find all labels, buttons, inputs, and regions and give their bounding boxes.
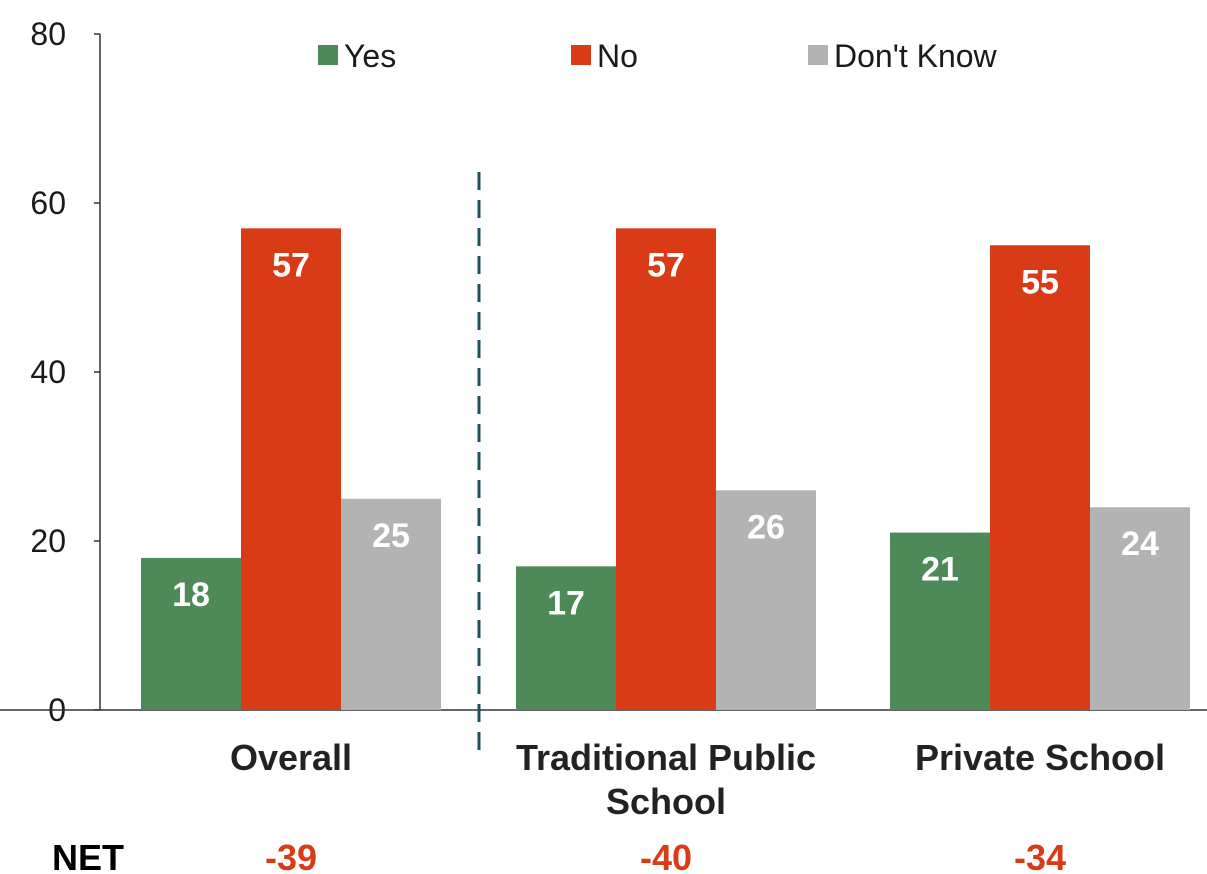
net-value: -34 — [1014, 837, 1066, 874]
bar — [341, 498, 441, 710]
category-label: School — [606, 781, 726, 822]
bars-group — [141, 228, 1190, 710]
y-tick-label: 40 — [30, 354, 66, 390]
net-title: NET — [52, 837, 124, 874]
legend-swatch — [318, 45, 338, 65]
bar-value-label: 55 — [1021, 263, 1059, 301]
y-tick-label: 80 — [30, 16, 66, 52]
bar — [241, 228, 341, 710]
bar — [516, 566, 616, 710]
category-label: Private School — [915, 737, 1165, 778]
bar-value-label: 57 — [647, 246, 685, 284]
y-tick-label: 20 — [30, 523, 66, 559]
net-row: NET -39 -40 -34 — [52, 837, 1066, 874]
legend-swatch — [808, 45, 828, 65]
category-label: Overall — [230, 737, 352, 778]
bar-value-label: 18 — [172, 576, 210, 614]
bar — [890, 532, 990, 710]
bar — [616, 228, 716, 710]
bar-value-labels: 18 17 21 57 57 55 25 26 24 — [172, 246, 1159, 622]
bar — [716, 490, 816, 710]
bar-value-label: 26 — [747, 508, 785, 546]
bar — [990, 245, 1090, 710]
legend-swatch — [571, 45, 591, 65]
legend-label: No — [597, 38, 638, 74]
legend-label: Yes — [344, 38, 396, 74]
legend: Yes No Don't Know — [318, 38, 998, 74]
legend-label: Don't Know — [834, 38, 998, 74]
bar-value-label: 24 — [1121, 525, 1159, 563]
bar — [1090, 507, 1190, 710]
y-tick-label: 60 — [30, 185, 66, 221]
net-value: -40 — [640, 837, 692, 874]
category-label: Traditional Public — [516, 737, 816, 778]
bar-value-label: 17 — [547, 584, 585, 622]
bar-value-label: 21 — [921, 551, 959, 589]
net-value: -39 — [265, 837, 317, 874]
bar-value-label: 25 — [372, 517, 410, 555]
bar — [141, 557, 241, 710]
bar-value-label: 57 — [272, 246, 310, 284]
